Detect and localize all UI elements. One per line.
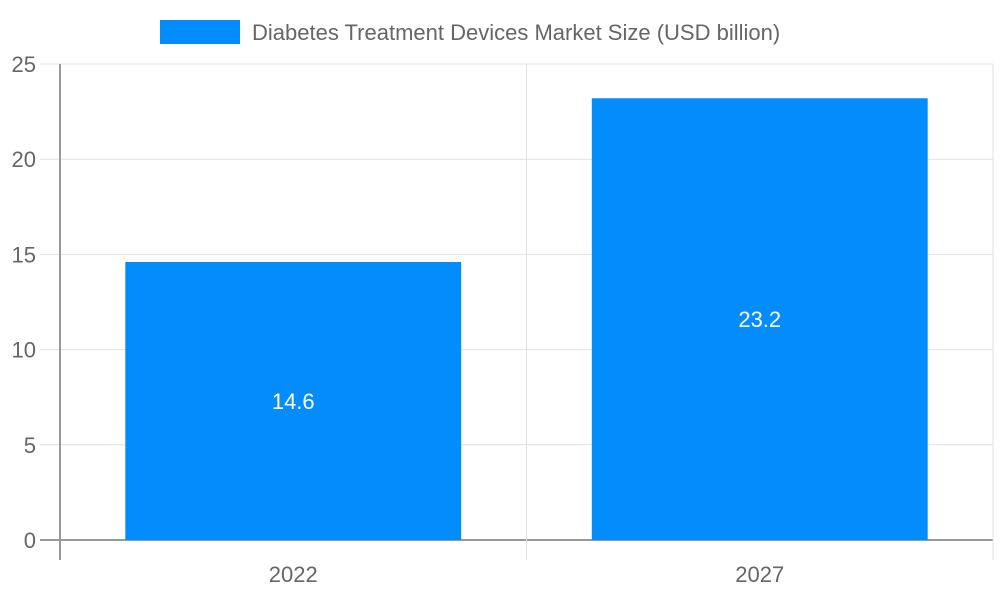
legend-label: Diabetes Treatment Devices Market Size (… bbox=[252, 20, 780, 45]
y-tick-label: 25 bbox=[12, 52, 36, 77]
data-label: 23.2 bbox=[738, 307, 781, 332]
x-tick-label: 2027 bbox=[735, 562, 784, 587]
labels: 0 5 10 15 20 25 14.6 2022 23.2 2027 bbox=[12, 52, 785, 587]
y-tick-label: 0 bbox=[24, 528, 36, 553]
legend: Diabetes Treatment Devices Market Size (… bbox=[160, 20, 780, 45]
bar-2027 bbox=[591, 98, 928, 540]
y-tick-label: 5 bbox=[24, 433, 36, 458]
y-tick-label: 20 bbox=[12, 147, 36, 172]
bars bbox=[125, 98, 928, 540]
y-tick-label: 10 bbox=[12, 338, 36, 363]
y-tick-label: 15 bbox=[12, 242, 36, 267]
legend-swatch bbox=[160, 20, 240, 44]
x-tick-label: 2022 bbox=[269, 562, 318, 587]
bar-2022 bbox=[125, 262, 462, 540]
data-label: 14.6 bbox=[272, 389, 315, 414]
